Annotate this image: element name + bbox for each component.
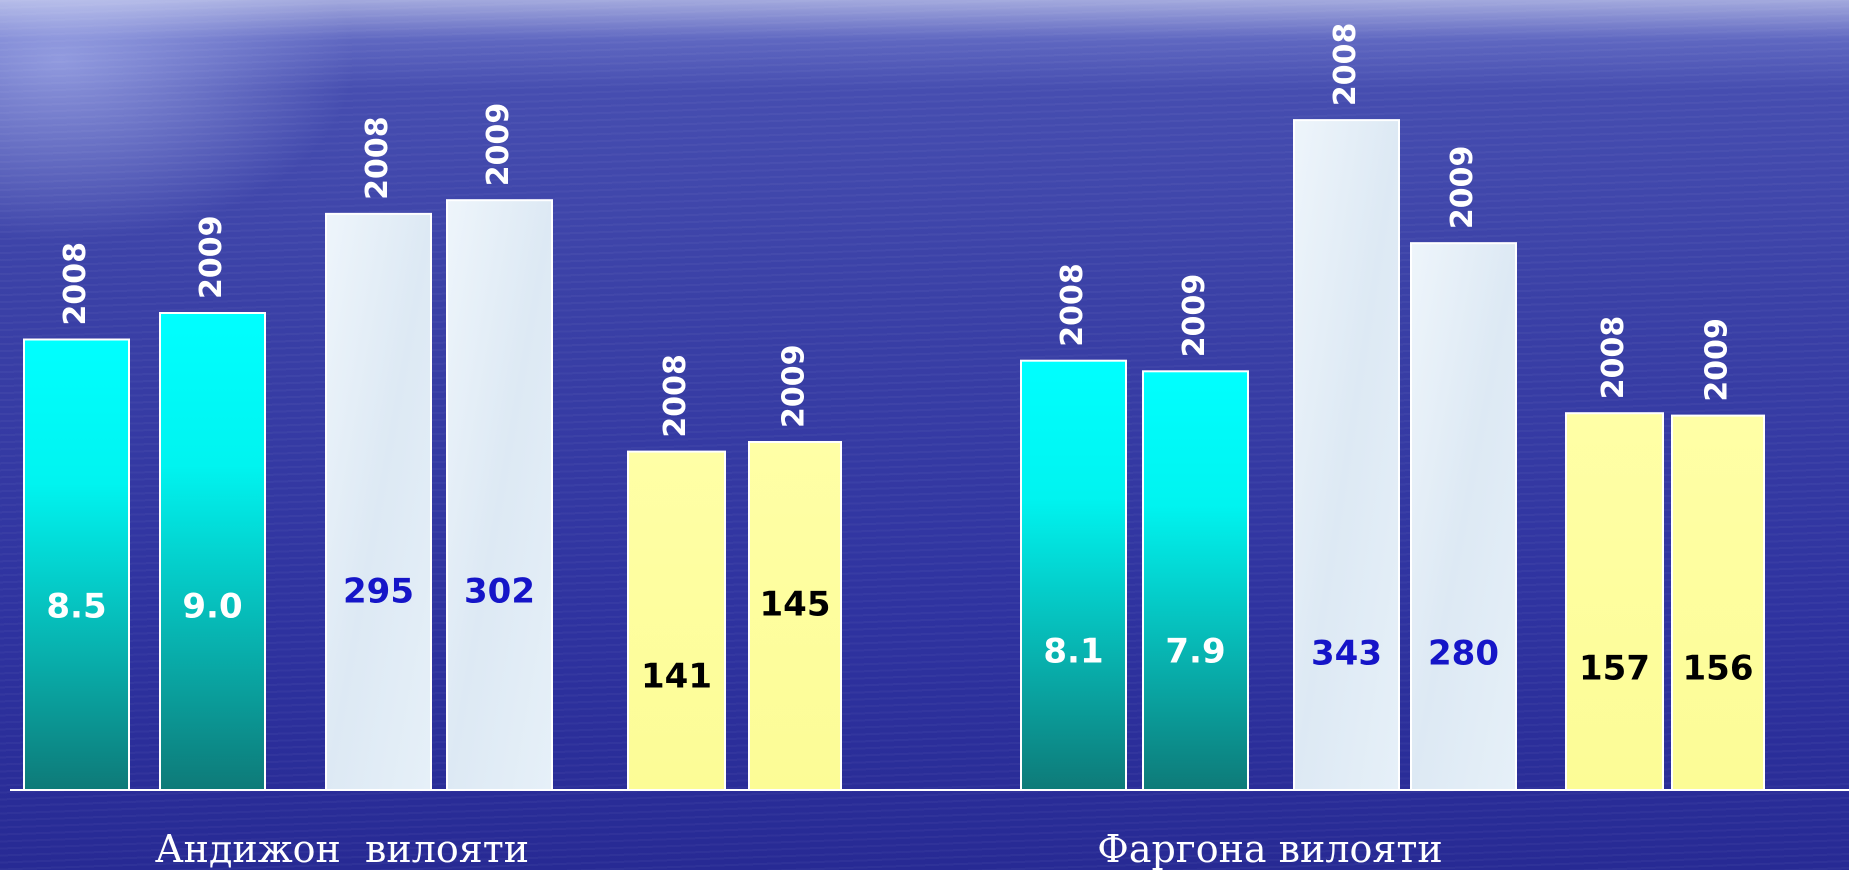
value-label: 8.5 [46,587,106,627]
year-label: 2008 [58,242,93,326]
year-label: 2009 [1445,146,1480,230]
year-label: 2009 [481,103,516,187]
year-label: 2008 [1328,23,1363,107]
bar-andijon-s2-2009 [446,199,553,792]
bar-fargona-s3-2008 [1565,412,1664,791]
region-label: Фаргона вилояти [1097,827,1442,870]
year-label: 2009 [194,216,229,300]
value-label: 9.0 [182,587,242,627]
value-label: 8.1 [1043,632,1103,672]
bar-fargona-s1-2008 [1020,359,1127,791]
year-label: 2008 [360,116,395,200]
region-label: Андижон вилояти [155,827,529,870]
bar-andijon-s1-2008 [23,338,130,791]
year-label: 2009 [777,345,812,429]
bar-andijon-s3-2008 [627,450,726,791]
value-label: 145 [760,585,831,625]
year-label: 2008 [1055,263,1090,347]
year-label: 2008 [658,354,693,438]
bar-fargona-s3-2009 [1671,414,1765,791]
bar-andijon-s3-2009 [748,441,842,791]
value-label: 157 [1579,649,1650,689]
year-label: 2009 [1700,318,1735,402]
bar-fargona-s2-2008 [1293,119,1400,792]
bar-andijon-s1-2009 [159,312,266,791]
value-label: 156 [1683,649,1754,689]
year-label: 2008 [1596,316,1631,400]
year-label: 2009 [1177,274,1212,358]
value-label: 302 [464,572,535,612]
bar-fargona-s1-2009 [1142,370,1249,791]
value-label: 7.9 [1165,632,1225,672]
value-label: 280 [1428,634,1499,674]
value-label: 295 [343,572,414,612]
bar-fargona-s2-2009 [1410,242,1517,792]
value-label: 343 [1311,634,1382,674]
bar-andijon-s2-2008 [325,212,432,792]
value-label: 141 [641,657,712,697]
